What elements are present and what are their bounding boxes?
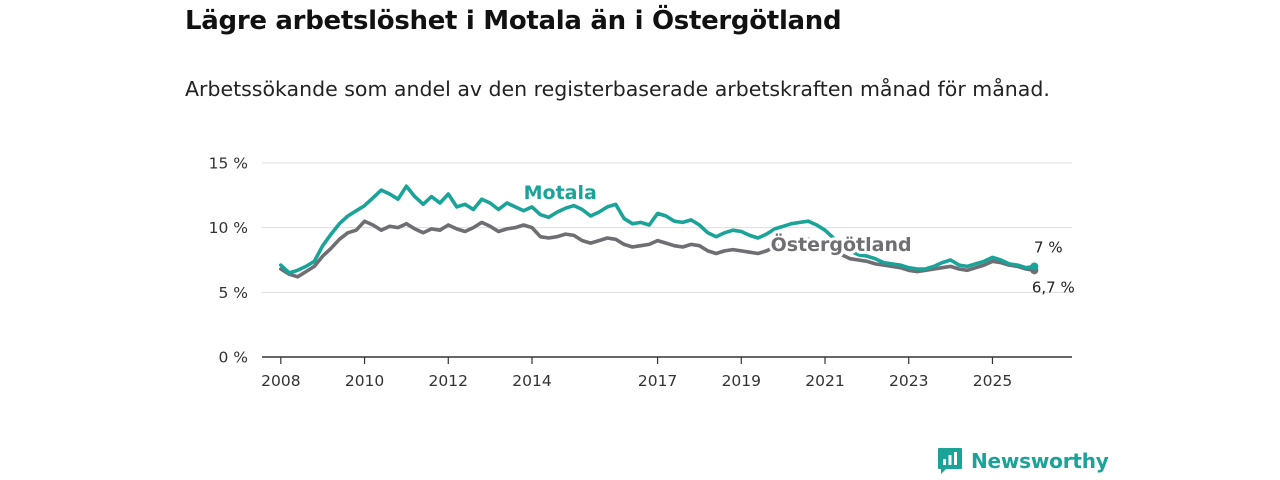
series-layer <box>279 184 1039 279</box>
y-tick-label: 5 % <box>218 284 248 302</box>
x-tick-label: 2014 <box>512 372 551 390</box>
x-tick-label: 2023 <box>889 372 928 390</box>
label-layer: Motala Östergötland 7 % 6,7 % <box>521 179 1075 296</box>
end-label-motala: 7 % <box>1034 238 1063 256</box>
end-label-ostergotland: 6,7 % <box>1032 278 1075 296</box>
x-tick-label: 2012 <box>429 372 468 390</box>
x-tick-label: 2021 <box>805 372 844 390</box>
x-tick-label: 2019 <box>722 372 761 390</box>
series-line-ostergotland <box>279 219 1037 279</box>
x-tick-label: 2017 <box>638 372 677 390</box>
page-title: Lägre arbetslöshet i Motala än i Östergö… <box>185 6 842 36</box>
x-tick-label: 2010 <box>345 372 384 390</box>
brand-name: Newsworthy <box>971 449 1109 473</box>
newsworthy-logo-icon <box>938 448 962 474</box>
x-tick-label: 2025 <box>973 372 1012 390</box>
series-line-motala <box>279 184 1037 275</box>
series-label-motala: Motala <box>524 182 597 204</box>
axis-layer: 0 % 5 % 10 % 15 % 2008 2010 2012 2014 2017 2019 20… <box>209 154 1072 390</box>
x-tick-label: 2008 <box>261 372 300 390</box>
y-tick-label: 15 % <box>209 154 248 172</box>
brand[interactable]: Newsworthy <box>937 447 1109 475</box>
y-tick-label: 10 % <box>209 219 248 237</box>
page-subtitle: Arbetssökande som andel av den registerb… <box>185 77 1050 101</box>
y-tick-label: 0 % <box>218 349 248 367</box>
series-label-ostergotland: Östergötland <box>771 232 912 256</box>
series-end-marker-motala <box>1030 262 1039 271</box>
